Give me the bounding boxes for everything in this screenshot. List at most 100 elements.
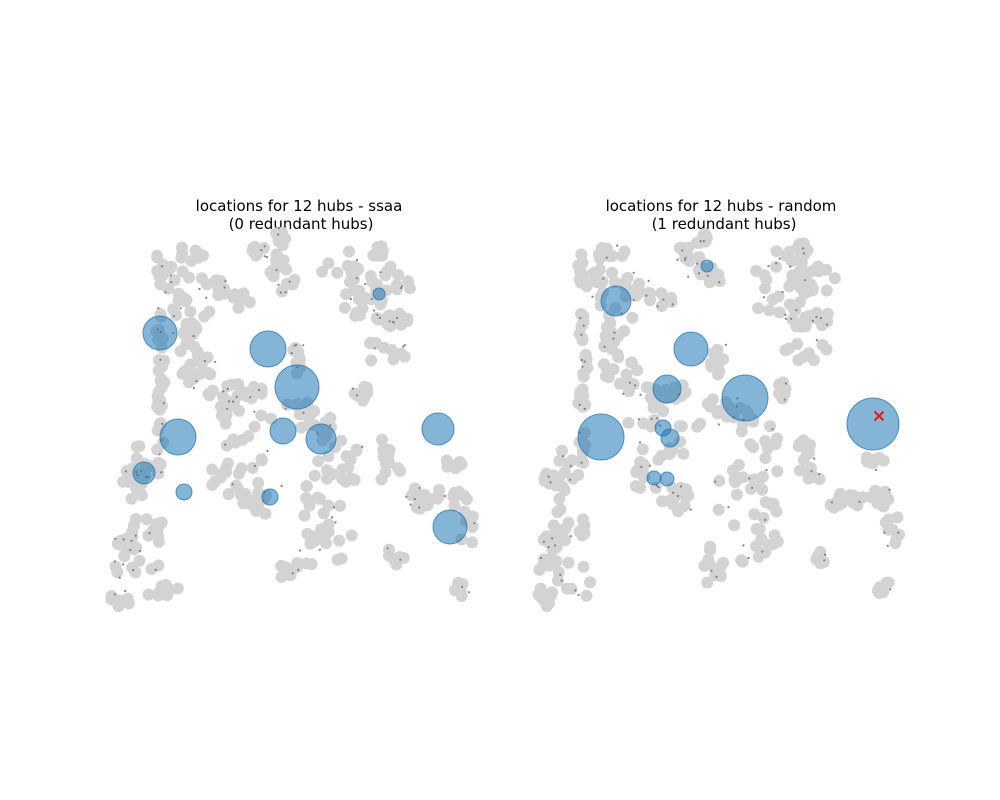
map-point [208,475,221,488]
map-point [133,440,146,453]
map-point [395,347,408,360]
map-point [245,392,258,405]
demand-dot [418,486,421,490]
demand-dot [376,313,379,316]
hub-circle [142,315,178,351]
map-point [158,354,171,367]
hub-circle [261,488,279,506]
map-point [712,503,725,516]
map-point [252,476,265,489]
map-point [172,287,185,300]
demand-dot [748,477,751,480]
demand-dot [158,453,161,456]
map-point [182,335,195,348]
demand-dot [634,384,637,387]
map-point [825,499,838,511]
demand-dot [580,461,583,464]
demand-dot [672,491,675,494]
demand-dot [113,560,116,563]
map-point [281,277,293,290]
map-point [350,306,363,319]
map-point [882,523,895,536]
demand-dot [386,547,389,550]
demand-dot [226,387,229,390]
map-point [322,257,335,270]
map-point [176,265,189,278]
demand-dot [195,380,198,383]
demand-dot [637,418,641,421]
demand-dot [784,313,787,316]
demand-dot [134,534,137,537]
demand-dot [897,531,900,534]
map-point [371,313,384,326]
demand-dot [231,483,234,486]
demand-dot [355,259,359,262]
demand-dot [130,539,133,542]
map-point [219,417,232,430]
demand-dot [718,281,721,284]
map-point [364,270,377,283]
map-point [164,262,177,275]
map-point [125,492,138,505]
demand-dot [602,277,605,280]
demand-dot [656,305,659,308]
map-point [750,523,763,535]
map-point [728,473,741,486]
map-point [701,397,714,410]
demand-dot [263,255,266,258]
map-point [644,287,657,300]
hub-circle [721,374,769,422]
map-point [195,272,208,285]
map-point [183,376,195,389]
demand-dot [676,494,680,498]
map-point [313,531,326,544]
map-point [770,260,783,273]
demand-dot [632,271,635,274]
map-point [390,279,403,292]
demand-dot [302,344,305,347]
map-point [580,353,593,366]
map-point [613,377,626,390]
map-point [300,492,313,505]
map-point [550,541,563,554]
map-point [652,453,665,466]
demand-dot [717,423,720,426]
map-point [308,469,321,482]
demand-dots-layer [113,227,476,596]
map-point [322,526,335,539]
demand-dot [783,398,786,401]
map-point [277,254,290,267]
map-point [453,485,466,498]
map-point [191,349,204,362]
map-point [802,347,815,360]
map-point [691,420,704,433]
map-point [678,499,691,512]
map-point [693,251,706,264]
map-point [232,467,245,480]
map-point [793,243,806,256]
demand-dot [160,265,164,268]
map-point [237,288,250,300]
map-point [732,458,745,471]
map-point [135,489,148,502]
map-point [111,566,124,579]
demand-dot [443,494,447,498]
map-point [153,270,166,283]
demand-dot [222,390,225,393]
demand-dot [640,465,643,468]
map-point [792,440,805,453]
demand-dot [883,531,886,534]
demand-dot [830,501,834,504]
demand-dot [775,262,778,265]
map-point [295,421,308,434]
map-point [561,582,573,595]
hub-circle [132,461,156,485]
demand-dot [684,256,687,259]
demand-dot [616,244,619,247]
demand-dot [169,274,172,277]
hub-circle [652,374,682,404]
map-point [814,550,827,562]
hub-circle [432,509,468,545]
map-point [752,302,765,315]
map-point [584,576,597,589]
